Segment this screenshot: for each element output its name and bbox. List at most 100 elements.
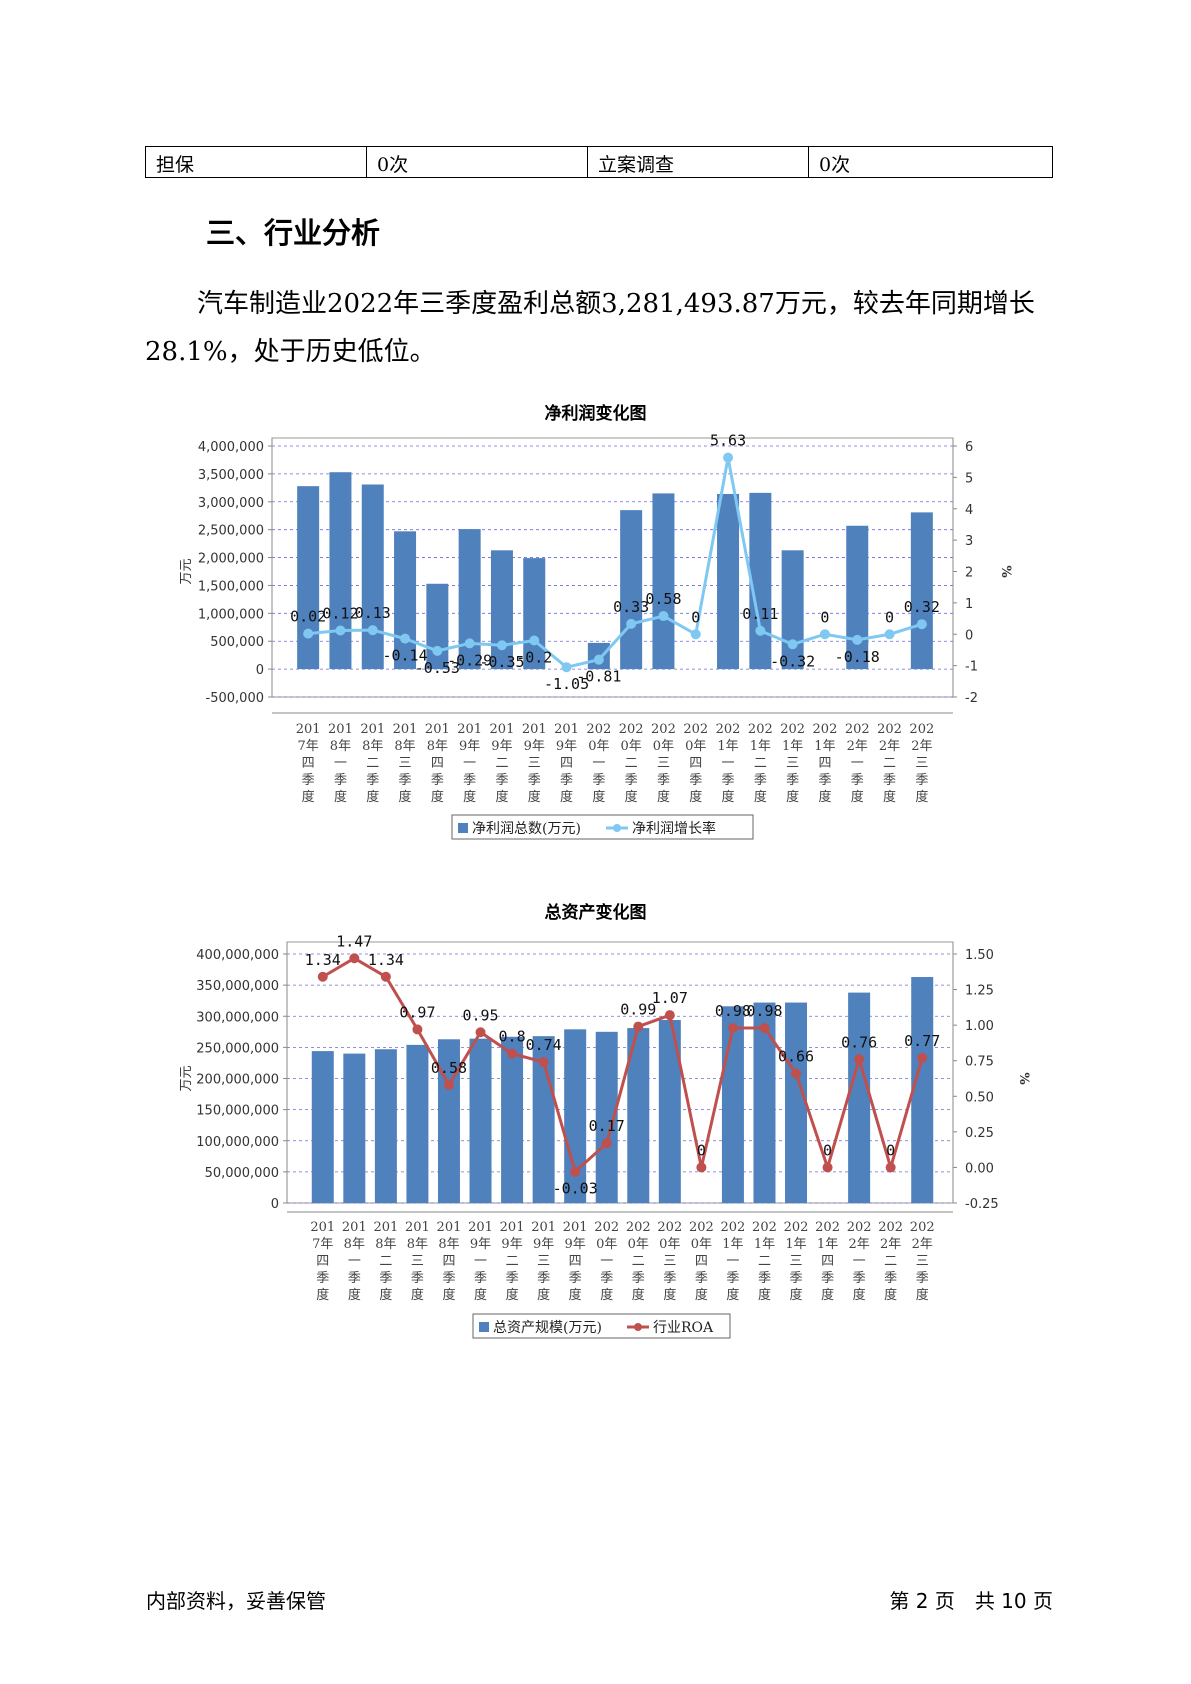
x-tick-label: 201 bbox=[360, 722, 385, 737]
line-point bbox=[852, 634, 863, 645]
y2-tick-label: 6 bbox=[965, 440, 973, 455]
y2-tick-label: 0.50 bbox=[965, 1090, 994, 1105]
y-tick-label: 150,000,000 bbox=[196, 1104, 279, 1119]
x-tick-label: 度 bbox=[883, 789, 896, 805]
x-tick-label: 四 bbox=[560, 756, 573, 771]
y-axis-title: 万元 bbox=[179, 558, 194, 584]
line-point bbox=[412, 1024, 423, 1035]
bar bbox=[311, 1051, 334, 1203]
line-point bbox=[464, 638, 475, 649]
data-label: 0.74 bbox=[526, 1036, 562, 1054]
x-tick-label: 度 bbox=[302, 789, 315, 805]
data-label: 0 bbox=[697, 1141, 706, 1159]
data-label: -0.29 bbox=[447, 651, 492, 669]
x-tick-label: 202 bbox=[683, 722, 708, 737]
y-tick-label: 0 bbox=[256, 663, 264, 678]
x-tick-label: 度 bbox=[560, 789, 573, 805]
bar bbox=[297, 486, 320, 670]
x-tick-label: 四 bbox=[442, 1254, 455, 1269]
x-tick-label: 季 bbox=[495, 773, 508, 788]
data-label: 0.13 bbox=[355, 604, 391, 622]
data-label: 0 bbox=[691, 608, 700, 626]
y-tick-label: 1,500,000 bbox=[198, 579, 264, 594]
y-tick-label: 200,000,000 bbox=[196, 1073, 279, 1088]
x-tick-label: 201 bbox=[437, 1220, 462, 1235]
data-label: -0.81 bbox=[576, 668, 621, 686]
x-tick-label: 季 bbox=[883, 773, 896, 788]
data-label: 0.98 bbox=[746, 1002, 782, 1020]
y2-tick-label: 1.50 bbox=[965, 948, 994, 963]
x-tick-label: 季 bbox=[592, 773, 605, 788]
x-tick-label: 二 bbox=[632, 1254, 645, 1269]
line-point bbox=[822, 1162, 833, 1173]
y2-tick-label: 2 bbox=[965, 566, 973, 581]
x-tick-label: 8年 bbox=[407, 1237, 428, 1252]
y2-tick-label: 0.00 bbox=[965, 1161, 994, 1176]
x-tick-label: 202 bbox=[594, 1220, 619, 1235]
data-label: 0 bbox=[886, 1141, 895, 1159]
bar bbox=[595, 1031, 618, 1203]
x-tick-label: 2年 bbox=[880, 1237, 901, 1252]
x-tick-label: 季 bbox=[334, 773, 347, 788]
data-label: 0 bbox=[885, 608, 894, 626]
x-tick-label: 四 bbox=[302, 756, 315, 771]
x-tick-label: 度 bbox=[348, 1287, 361, 1303]
x-tick-label: 一 bbox=[463, 756, 476, 771]
x-tick-label: 三 bbox=[663, 1254, 676, 1269]
x-tick-label: 季 bbox=[560, 773, 573, 788]
x-tick-label: 度 bbox=[431, 789, 444, 805]
x-tick-label: 度 bbox=[399, 789, 412, 805]
x-tick-label: 季 bbox=[657, 773, 670, 788]
x-tick-label: 202 bbox=[689, 1220, 714, 1235]
x-tick-label: 季 bbox=[348, 1271, 361, 1286]
x-tick-label: 四 bbox=[818, 756, 831, 771]
x-tick-label: 季 bbox=[695, 1271, 708, 1286]
bar bbox=[458, 529, 481, 670]
legend-label: 行业ROA bbox=[653, 1320, 714, 1336]
x-tick-label: 季 bbox=[399, 773, 412, 788]
y-tick-label: 250,000,000 bbox=[196, 1041, 279, 1056]
line-point bbox=[349, 953, 360, 964]
y2-tick-label: 3 bbox=[965, 534, 973, 549]
x-tick-label: 四 bbox=[431, 756, 444, 771]
data-label: 0.17 bbox=[589, 1117, 625, 1135]
x-tick-label: 季 bbox=[884, 1271, 897, 1286]
line-point bbox=[791, 1068, 802, 1079]
data-label: 0.02 bbox=[290, 608, 326, 626]
x-tick-label: 201 bbox=[328, 722, 353, 737]
footer-page-number: 第 2 页 共 10 页 bbox=[889, 1589, 1053, 1613]
y-tick-label: 400,000,000 bbox=[196, 948, 279, 963]
x-tick-label: 度 bbox=[366, 789, 379, 805]
x-tick-label: 1年 bbox=[782, 739, 803, 754]
y-tick-label: 100,000,000 bbox=[196, 1135, 279, 1150]
bar bbox=[469, 1038, 492, 1203]
x-tick-label: 度 bbox=[495, 789, 508, 805]
line-point bbox=[570, 1166, 581, 1177]
x-tick-label: 2年 bbox=[879, 739, 900, 754]
line-point bbox=[561, 662, 572, 673]
line-point bbox=[380, 971, 391, 982]
x-tick-label: 一 bbox=[600, 1254, 613, 1269]
x-tick-label: 201 bbox=[296, 722, 321, 737]
y-tick-label: 50,000,000 bbox=[205, 1166, 279, 1181]
data-label: -0.53 bbox=[415, 659, 460, 677]
x-tick-label: 度 bbox=[915, 789, 928, 805]
line-point bbox=[335, 625, 346, 636]
x-tick-label: 度 bbox=[790, 1287, 803, 1303]
line-point bbox=[496, 640, 507, 651]
x-tick-label: 度 bbox=[600, 1287, 613, 1303]
bar bbox=[658, 1019, 681, 1203]
y2-axis-title: % bbox=[1016, 1072, 1031, 1085]
line-point bbox=[884, 629, 895, 640]
x-tick-label: 一 bbox=[722, 756, 735, 771]
x-tick-label: 季 bbox=[316, 1271, 329, 1286]
x-tick-label: 度 bbox=[818, 789, 831, 805]
legend-bar-swatch bbox=[458, 823, 468, 833]
line-point bbox=[317, 971, 328, 982]
y2-tick-label: 1.25 bbox=[965, 984, 994, 999]
x-tick-label: 8年 bbox=[344, 1237, 365, 1252]
x-tick-label: 二 bbox=[884, 1254, 897, 1269]
x-tick-label: 度 bbox=[786, 789, 799, 805]
x-tick-label: 度 bbox=[632, 1287, 645, 1303]
